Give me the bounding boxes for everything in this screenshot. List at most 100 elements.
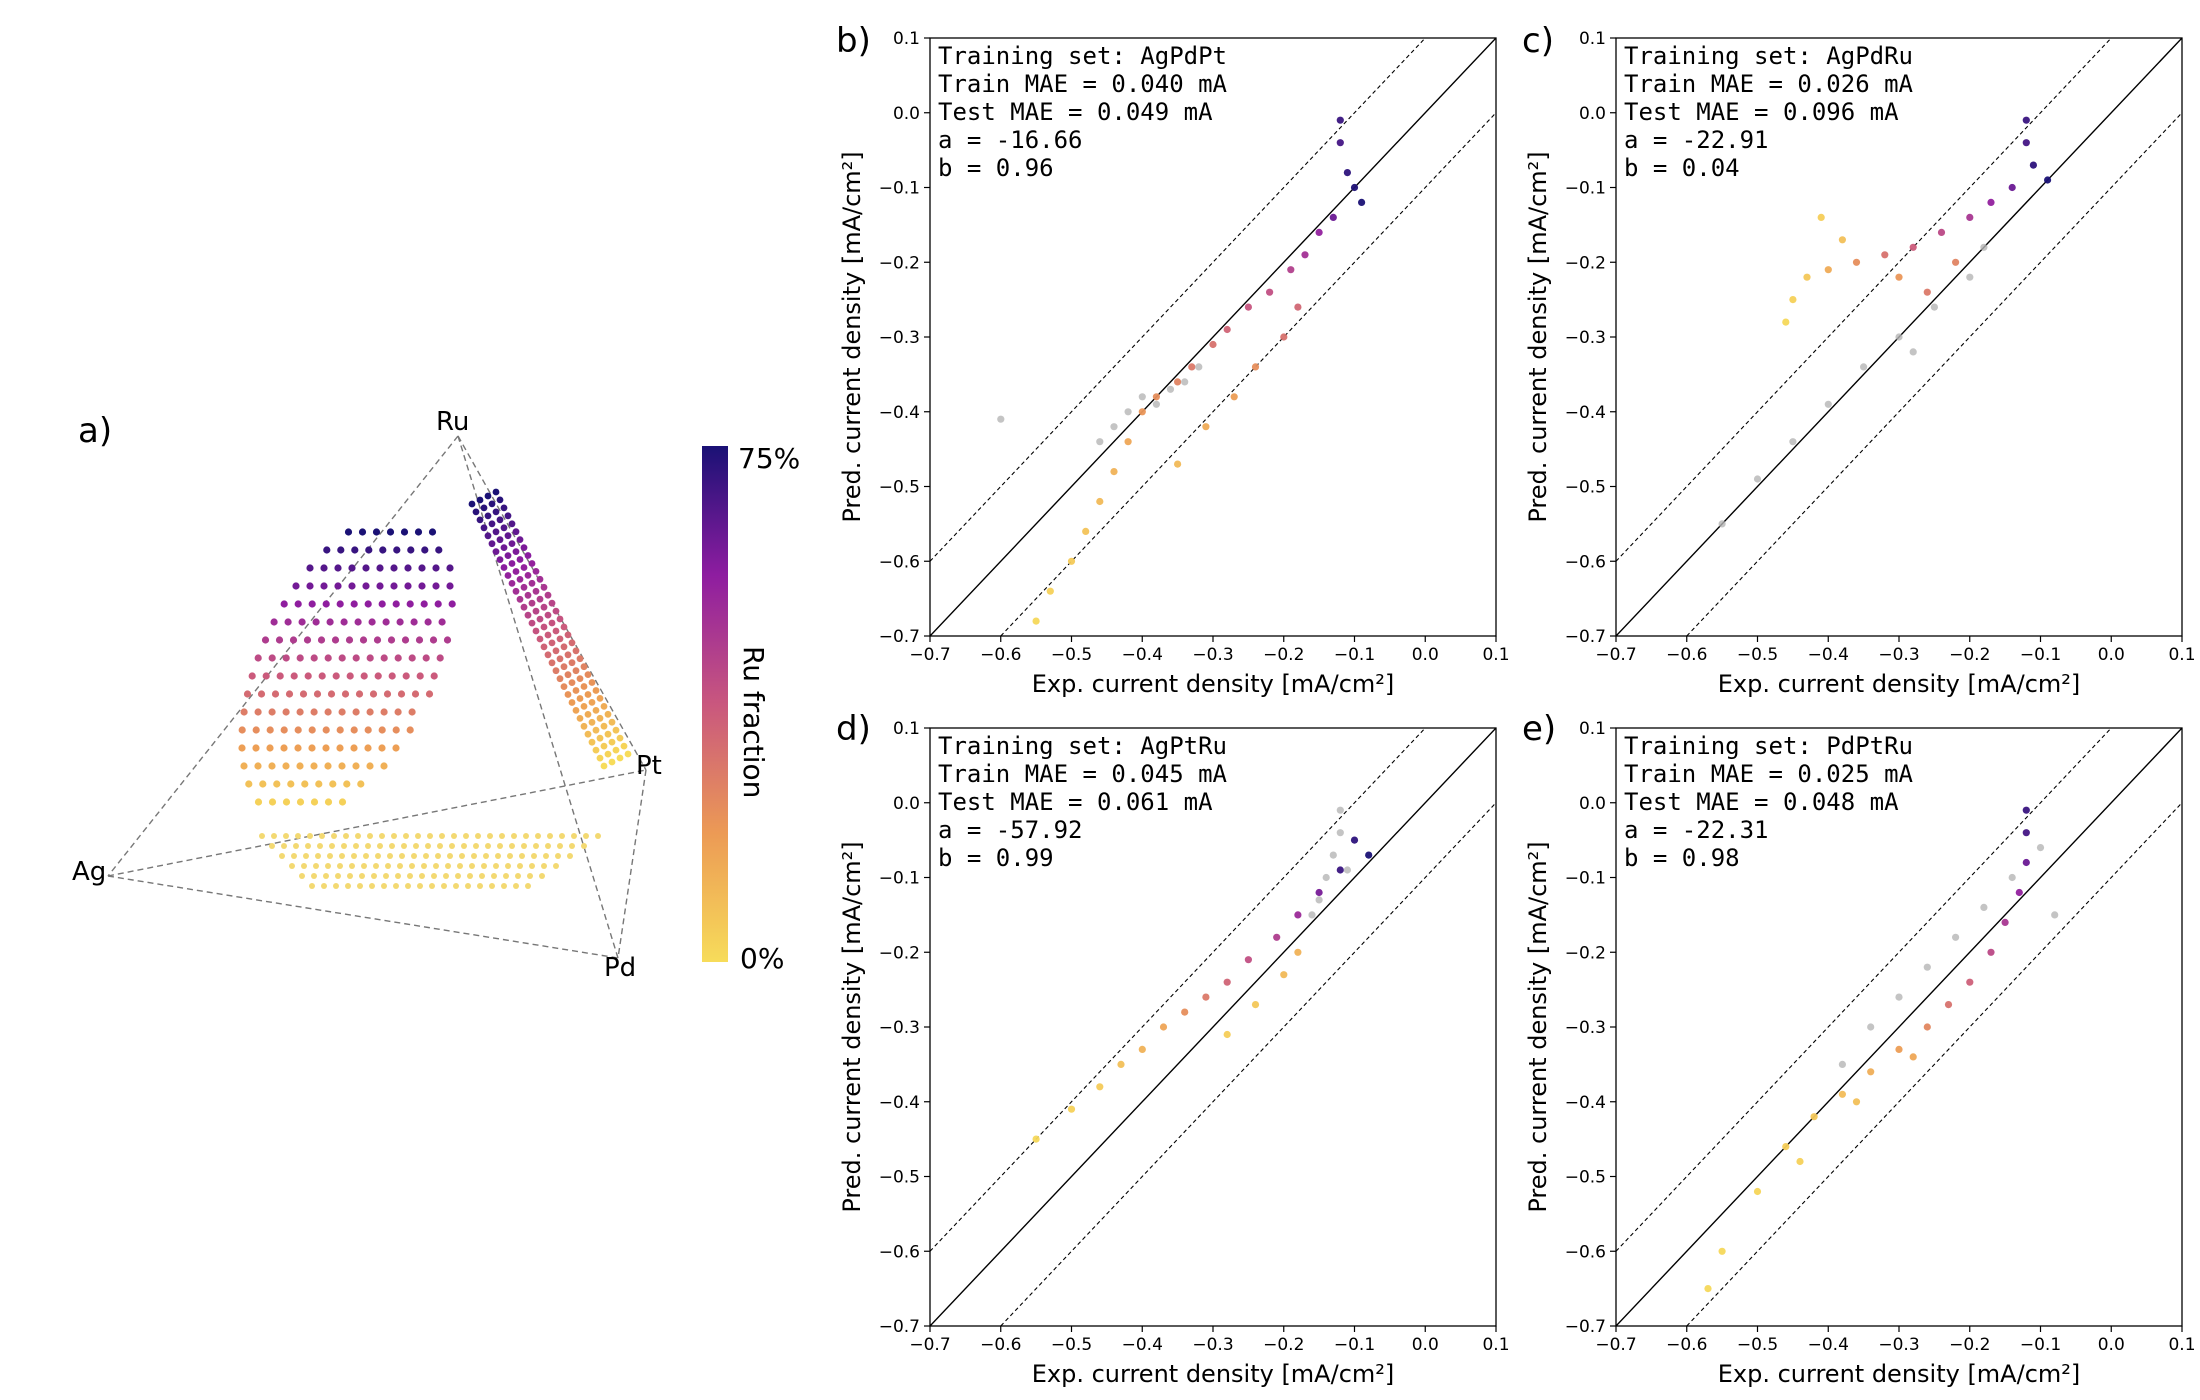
colorbar-max-label: 75% bbox=[738, 442, 800, 475]
test-point-5 bbox=[1096, 438, 1104, 446]
composition-point-80 bbox=[268, 654, 276, 662]
composition-point-292 bbox=[323, 873, 329, 879]
composition-point-322 bbox=[441, 883, 447, 889]
composition-point-267 bbox=[289, 863, 295, 869]
parity-line bbox=[1616, 728, 2182, 1326]
train-point-11 bbox=[1138, 1045, 1146, 1053]
composition-point-295 bbox=[359, 873, 365, 879]
x-tick-label: −0.4 bbox=[1808, 1335, 1849, 1355]
composition-point-113 bbox=[327, 690, 336, 698]
composition-point-164 bbox=[310, 762, 318, 770]
y-tick-label: −0.3 bbox=[879, 328, 920, 348]
composition-point-200 bbox=[427, 833, 433, 839]
train-point-19 bbox=[1952, 258, 1960, 266]
composition-point-268 bbox=[301, 863, 307, 869]
panel-label-e: e) bbox=[1522, 709, 1556, 749]
train-point-19 bbox=[1294, 948, 1302, 956]
composition-point-313 bbox=[333, 883, 339, 889]
train-point-0 bbox=[2022, 806, 2030, 814]
composition-point-462 bbox=[600, 762, 608, 770]
composition-point-463 bbox=[608, 758, 616, 766]
tetrahedron-edges bbox=[107, 435, 647, 959]
composition-point-51 bbox=[448, 600, 456, 608]
y-tick-label: −0.4 bbox=[1565, 403, 1606, 423]
composition-point-227 bbox=[413, 843, 419, 849]
train-point-29 bbox=[1294, 303, 1302, 311]
composition-point-116 bbox=[369, 690, 378, 698]
composition-point-450 bbox=[588, 738, 596, 746]
composition-point-271 bbox=[337, 863, 343, 869]
composition-point-397 bbox=[556, 615, 564, 623]
composition-point-121 bbox=[240, 708, 248, 716]
y-tick-label: −0.5 bbox=[879, 1168, 920, 1188]
composition-point-424 bbox=[576, 675, 584, 682]
composition-point-459 bbox=[604, 750, 612, 758]
test-point-6 bbox=[1753, 475, 1762, 483]
train-point-14 bbox=[1067, 1105, 1076, 1113]
composition-point-91 bbox=[422, 654, 430, 662]
composition-point-404 bbox=[556, 635, 564, 643]
vertex-label-ag: Ag bbox=[72, 857, 106, 887]
annotation-line-2: Test MAE = 0.061 mA bbox=[938, 788, 1213, 816]
composition-point-69 bbox=[317, 636, 326, 644]
parity-plot-4: e) −0.7−0.7 −0.6 −0.6 −0.5 −0.5 −0.4 −0.4 −0.3 −0… bbox=[1522, 709, 2196, 1388]
x-tick-label: −0.7 bbox=[1595, 645, 1636, 665]
composition-point-32 bbox=[362, 582, 370, 590]
composition-point-204 bbox=[475, 833, 481, 839]
composition-point-185 bbox=[338, 798, 347, 806]
composition-point-86 bbox=[352, 654, 360, 662]
train-point-7 bbox=[1944, 1001, 1953, 1009]
composition-point-376 bbox=[528, 579, 536, 587]
composition-point-250 bbox=[375, 853, 381, 859]
composition-point-429 bbox=[588, 679, 596, 686]
y-tick-label: −0.2 bbox=[879, 943, 920, 963]
composition-point-235 bbox=[509, 843, 515, 849]
train-point-0 bbox=[1336, 116, 1344, 124]
upper-bound-line bbox=[1616, 38, 2112, 562]
composition-point-41 bbox=[308, 600, 316, 608]
composition-point-365 bbox=[524, 552, 532, 559]
x-tick-label: −0.2 bbox=[1263, 1335, 1304, 1355]
composition-point-207 bbox=[511, 833, 517, 839]
composition-point-75 bbox=[401, 636, 410, 644]
composition-point-293 bbox=[335, 873, 341, 879]
composition-point-85 bbox=[338, 654, 346, 662]
test-point-3 bbox=[1166, 385, 1175, 393]
composition-point-136 bbox=[266, 726, 274, 734]
plot-area bbox=[1616, 728, 2182, 1326]
composition-point-40 bbox=[294, 600, 302, 608]
x-tick-label: −0.4 bbox=[1808, 645, 1849, 665]
composition-point-336 bbox=[488, 500, 496, 508]
composition-point-125 bbox=[296, 708, 304, 716]
composition-point-247 bbox=[339, 853, 345, 859]
composition-point-392 bbox=[544, 611, 552, 619]
composition-point-400 bbox=[552, 627, 560, 635]
test-point-5 bbox=[1895, 993, 1903, 1001]
composition-point-151 bbox=[294, 744, 302, 752]
composition-point-374 bbox=[512, 587, 520, 595]
composition-point-23 bbox=[404, 564, 412, 572]
composition-point-42 bbox=[322, 600, 330, 608]
composition-point-218 bbox=[305, 843, 311, 849]
composition-point-389 bbox=[548, 599, 556, 607]
train-point-2 bbox=[2029, 161, 2037, 169]
panel-label-b: b) bbox=[836, 21, 871, 61]
composition-point-371 bbox=[516, 576, 524, 583]
composition-point-294 bbox=[347, 873, 353, 879]
annotation-line-4: b = 0.04 bbox=[1624, 154, 1740, 182]
y-tick-label: −0.3 bbox=[1565, 1018, 1606, 1038]
composition-point-286 bbox=[517, 863, 523, 869]
composition-point-418 bbox=[556, 675, 564, 683]
train-point-4 bbox=[2001, 918, 2009, 927]
composition-point-58 bbox=[354, 618, 362, 626]
train-point-12 bbox=[1810, 1113, 1818, 1121]
composition-point-54 bbox=[298, 618, 306, 626]
x-tick-label: 0.0 bbox=[1412, 645, 1439, 665]
y-tick-label: −0.3 bbox=[1565, 328, 1606, 348]
train-point-16 bbox=[1280, 971, 1288, 979]
composition-point-393 bbox=[552, 607, 560, 615]
annotation-line-4: b = 0.99 bbox=[938, 844, 1054, 872]
annotation-line-3: a = -22.91 bbox=[1624, 126, 1769, 154]
x-tick-label: 0.1 bbox=[2168, 1335, 2195, 1355]
x-tick-label: −0.4 bbox=[1122, 645, 1163, 665]
